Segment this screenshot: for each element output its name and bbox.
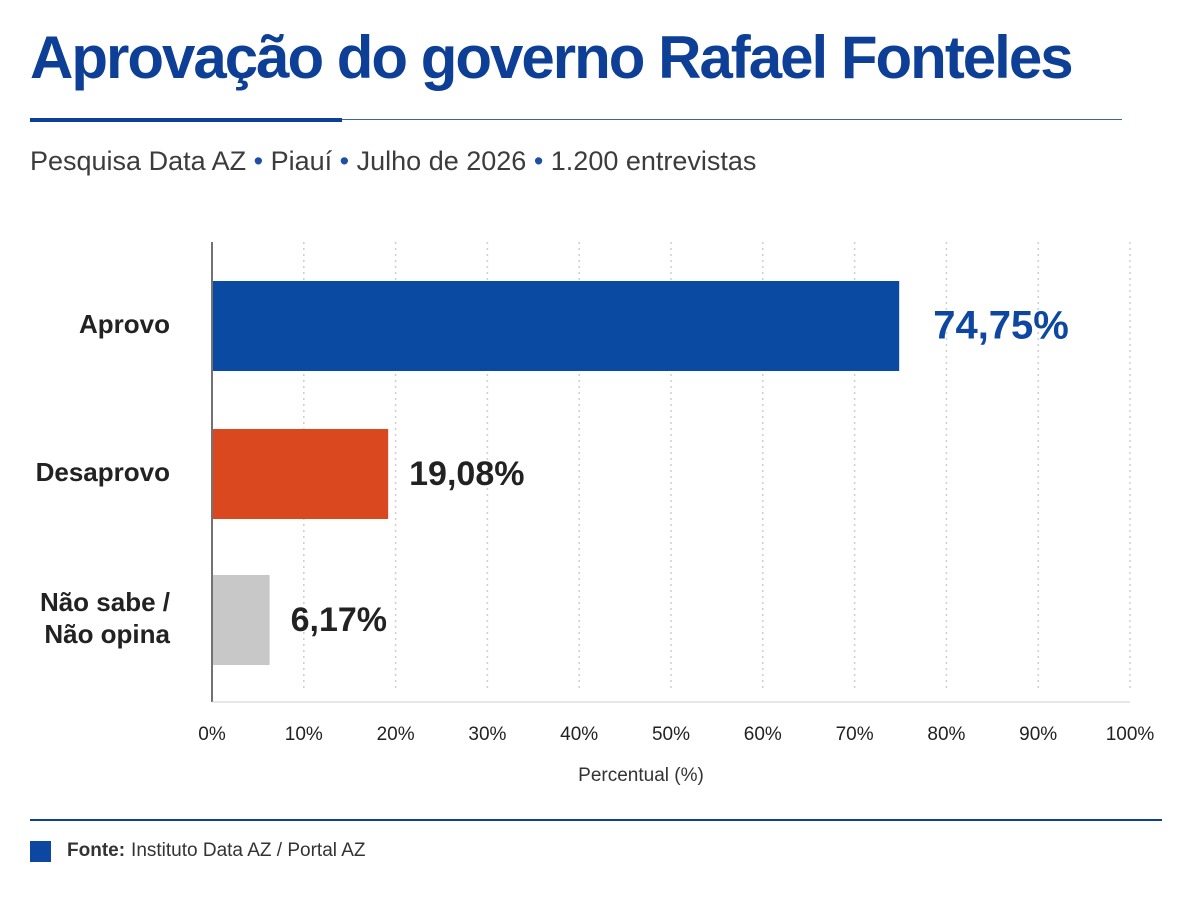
x-tick-label: 70% [836, 724, 874, 745]
x-axis-label: Percentual (%) [578, 765, 704, 786]
x-tick-label: 50% [652, 724, 690, 745]
footer-source-text: Instituto Data AZ / Portal AZ [131, 840, 366, 861]
x-tick-label: 40% [560, 724, 598, 745]
subtitle-separator: • [339, 146, 350, 176]
footer-divider [30, 819, 1162, 821]
subtitle-state: Piauí [270, 146, 333, 176]
value-label: 19,08% [409, 455, 524, 493]
title-underline-accent [30, 118, 342, 122]
x-tick-label: 60% [744, 724, 782, 745]
category-label: Desaprovo [36, 457, 170, 487]
subtitle-source: Pesquisa Data AZ [30, 146, 247, 176]
value-label: 74,75% [933, 304, 1069, 348]
subtitle-sample: 1.200 entrevistas [550, 146, 757, 176]
x-tick-label: 10% [285, 724, 323, 745]
bar [213, 281, 900, 371]
x-tick-label: 30% [468, 724, 506, 745]
bar [213, 575, 270, 665]
subtitle-separator: • [533, 146, 544, 176]
footer-square-icon [30, 840, 51, 862]
title-underline [30, 119, 1122, 120]
x-tick-label: 90% [1019, 724, 1057, 745]
category-label: Não opina [44, 619, 170, 649]
footer-source-label: Fonte: [67, 840, 126, 861]
category-label: Aprovo [79, 309, 170, 339]
value-label: 6,17% [291, 601, 387, 639]
chart-subtitle: Pesquisa Data AZ • Piauí • Julho de 2026… [30, 146, 756, 177]
x-tick-label: 20% [377, 724, 415, 745]
subtitle-date: Julho de 2026 [356, 146, 527, 176]
footer: Fonte: Instituto Data AZ / Portal AZ [30, 840, 366, 862]
subtitle-separator: • [253, 146, 264, 176]
x-tick-label: 0% [198, 724, 226, 745]
bar [213, 429, 389, 519]
x-tick-label: 80% [927, 724, 965, 745]
x-tick-label: 100% [1106, 724, 1155, 745]
bar-chart: 0% 10% 20% 30% 40% 50% 60% 70% 80% 90% 100% Percent… [36, 242, 1155, 786]
chart-title: Aprovação do governo Rafael Fonteles [30, 24, 1074, 91]
category-label: Não sabe / [40, 587, 170, 617]
